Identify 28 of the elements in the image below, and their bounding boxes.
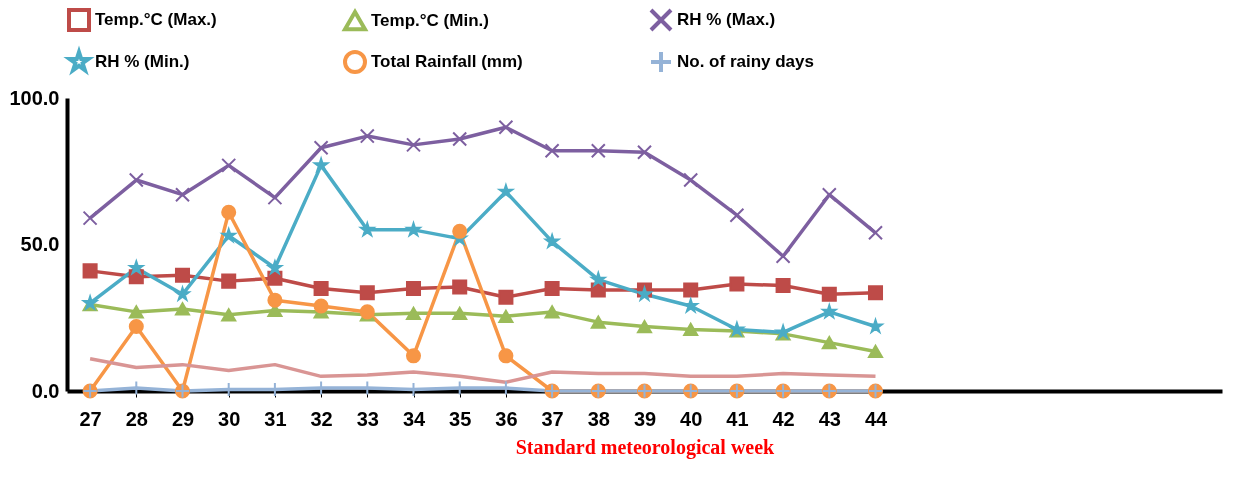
y-tick-label: 100.0 <box>9 86 60 109</box>
x-tick-label: 33 <box>356 407 379 430</box>
x-tick-label: 31 <box>264 407 287 430</box>
legend-label: RH % (Max.) <box>677 10 776 29</box>
x-tick-label: 34 <box>402 407 426 430</box>
legend-label: No. of rainy days <box>677 52 814 71</box>
x-tick-label: 30 <box>218 407 241 430</box>
x-tick-label: 32 <box>310 407 333 430</box>
x-axis-title: Standard meteorological week <box>515 435 776 459</box>
x-tick-label: 44 <box>864 407 888 430</box>
x-tick-label: 40 <box>680 407 703 430</box>
y-tick-label: 0.0 <box>31 379 60 402</box>
x-tick-label: 37 <box>541 407 564 430</box>
x-tick-label: 28 <box>125 407 148 430</box>
x-tick-label: 36 <box>495 407 518 430</box>
legend-label: Temp.°C (Min.) <box>371 10 489 30</box>
x-tick-label: 43 <box>818 407 841 430</box>
legend-label: Total Rainfall (mm) <box>371 52 523 71</box>
x-tick-label: 35 <box>449 407 472 430</box>
legend-label: Temp.°C (Max.) <box>95 10 217 29</box>
x-tick-label: 41 <box>726 407 749 430</box>
y-tick-label: 50.0 <box>20 233 60 255</box>
x-tick-label: 29 <box>171 407 195 430</box>
x-tick-label: 27 <box>79 407 102 430</box>
legend-label: RH % (Min.) <box>95 52 190 71</box>
x-tick-label: 42 <box>772 407 795 430</box>
x-tick-label: 38 <box>587 407 610 430</box>
x-tick-label: 39 <box>633 407 657 430</box>
